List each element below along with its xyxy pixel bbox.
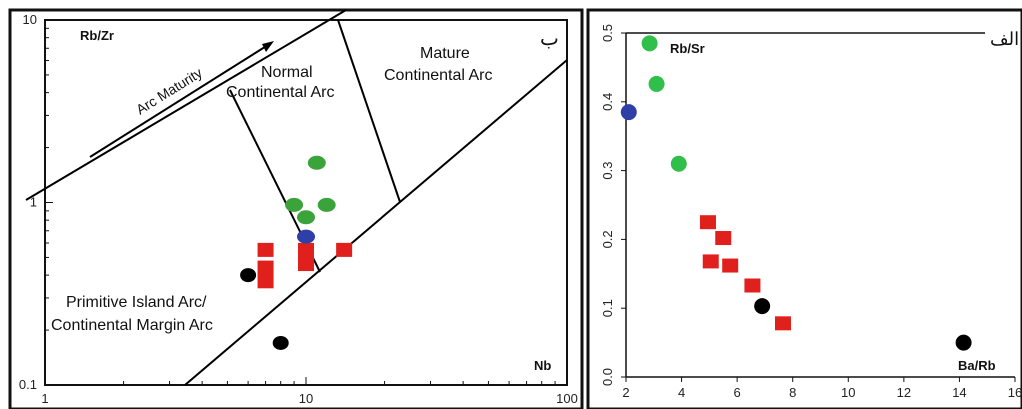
left-y-axis-title: Rb/Zr [80, 28, 114, 43]
right-panel-label: الف [990, 29, 1019, 49]
right-y-tick-label: 0.1 [600, 299, 615, 317]
data-point-ellipse [307, 155, 326, 170]
left-y-tick-label: 0.1 [19, 377, 37, 392]
field-label-normal-1: Normal [261, 64, 313, 81]
data-point-square [744, 278, 761, 293]
right-x-tick-label: 4 [678, 385, 685, 400]
arc-boundary-upper [25, 9, 347, 201]
data-point-square [257, 274, 274, 289]
arc-maturity-arrow [89, 44, 269, 158]
left-x-tick-label: 10 [299, 391, 313, 406]
right-y-tick-label: 0.3 [600, 162, 615, 180]
data-point-square [298, 257, 314, 272]
left-data-points [240, 155, 353, 350]
right-y-tick-label: 0.5 [600, 24, 615, 42]
field-label-mature-1: Mature [420, 45, 470, 62]
right-x-tick-label: 14 [952, 385, 966, 400]
data-point-circle [648, 75, 665, 92]
right-x-tick-label: 16 [1008, 385, 1022, 400]
data-point-ellipse [297, 229, 315, 244]
right-x-tick-label: 2 [622, 385, 629, 400]
data-point-square [336, 242, 353, 257]
data-point-square [699, 215, 716, 230]
data-point-ellipse [297, 210, 315, 225]
data-point-square [774, 316, 791, 331]
right-y-tick-label: 0.0 [600, 368, 615, 386]
left-x-tick-label: 100 [556, 391, 578, 406]
data-point-square [257, 260, 274, 275]
left-x-tick-label: 1 [41, 391, 48, 406]
left-outer-frame [8, 8, 584, 409]
right-y-tick-label: 0.2 [600, 230, 615, 248]
right-x-axis-title: Ba/Rb [958, 358, 996, 373]
data-point-square [722, 258, 739, 273]
left-chart: Arc Maturity Normal Continental Arc Matu… [8, 8, 584, 409]
data-point-circle [670, 155, 687, 172]
data-point-square [702, 254, 719, 269]
data-point-square [715, 231, 732, 246]
left-axis-ticks: 1 10 100 0.1 1 10 [19, 12, 578, 406]
data-point-circle [955, 334, 972, 351]
field-label-mature-2: Continental Arc [384, 67, 493, 84]
right-x-tick-label: 6 [734, 385, 741, 400]
left-y-tick-label: 1 [30, 195, 37, 210]
field-label-primitive-1: Primitive Island Arc/ [66, 294, 207, 311]
data-point-circle [240, 268, 257, 283]
right-data-points [620, 35, 972, 351]
field-label-normal-2: Continental Arc [226, 84, 335, 101]
right-x-tick-label: 10 [841, 385, 855, 400]
data-point-square [257, 242, 274, 257]
data-point-circle [641, 35, 658, 52]
data-point-circle [620, 104, 637, 121]
data-point-ellipse [285, 197, 304, 212]
right-outer-frame [586, 8, 1022, 409]
right-chart: Rb/Sr Ba/Rb الف 2 4 6 8 10 12 14 16 0.0 0.1 0.2 0.3… [586, 8, 1022, 409]
data-point-circle [754, 298, 771, 315]
arc-boundary-lower [184, 59, 568, 386]
right-x-tick-label: 8 [789, 385, 796, 400]
right-x-tick-label: 12 [897, 385, 911, 400]
right-y-tick-label: 0.4 [600, 93, 615, 111]
left-panel-label: ب [540, 28, 559, 50]
arc-maturity-arrowhead [262, 41, 274, 52]
data-point-circle [272, 335, 289, 350]
right-y-axis-title: Rb/Sr [670, 41, 705, 56]
data-point-ellipse [317, 197, 336, 212]
left-y-tick-label: 10 [23, 12, 37, 27]
right-axis-ticks: 2 4 6 8 10 12 14 16 0.0 0.1 0.2 0.3 0.4 0.5 [600, 24, 1022, 400]
left-x-axis-title: Nb [534, 358, 551, 373]
field-divider-mature [337, 19, 401, 203]
field-label-primitive-2: Continental Margin Arc [51, 317, 213, 334]
